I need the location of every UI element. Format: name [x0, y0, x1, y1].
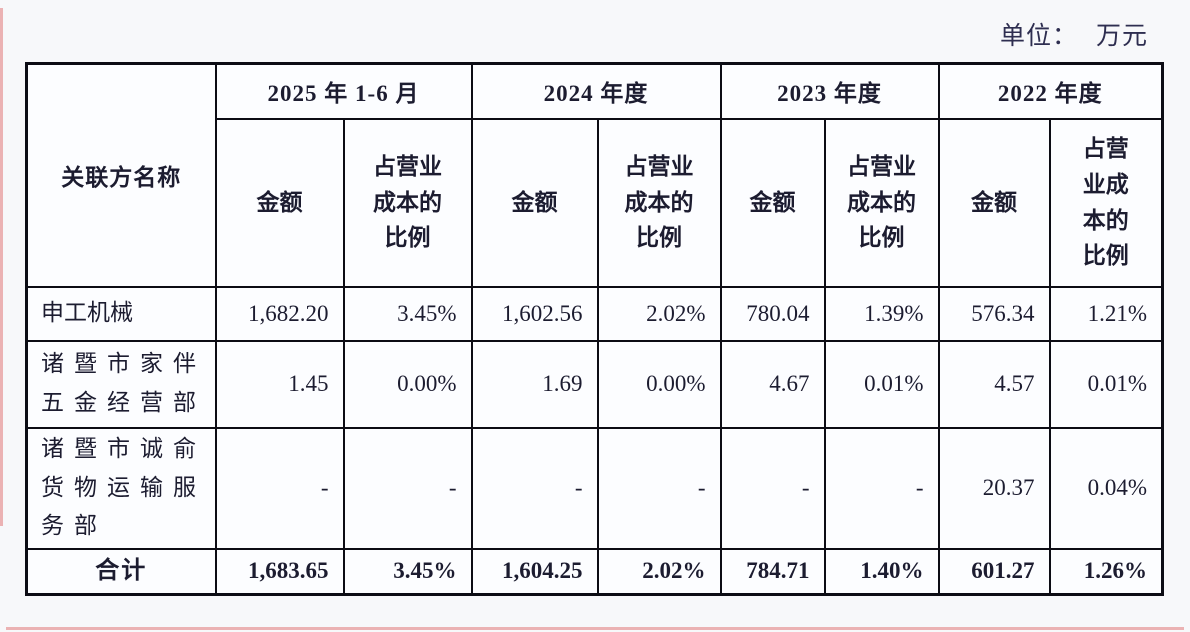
cell-ratio: -: [342, 426, 473, 550]
cell-ratio: -: [823, 426, 940, 550]
cell-amount: 601.27: [937, 547, 1051, 596]
cell-amount: 780.04: [719, 285, 826, 342]
bottom-edge-accent: [6, 627, 1184, 630]
total-row: 合计 1,683.65 3.45% 1,604.25 2.02% 784.71 …: [25, 547, 1164, 596]
cell-amount: 784.71: [719, 547, 826, 596]
unit-note: 单位： 万元: [1000, 16, 1148, 52]
header-ratio-2023: 占营业 成本的 比例: [823, 117, 940, 288]
cell-amount: -: [470, 426, 599, 550]
header-period-2023: 2023 年度: [719, 62, 940, 120]
header-related-party-name: 关联方名称: [25, 62, 217, 288]
table-row: 诸暨市诚俞 货物运输服 务部 - - - - - - 20.37 0.04%: [25, 426, 1164, 550]
unit-value: 万元: [1095, 23, 1148, 50]
cell-ratio: 1.39%: [823, 285, 940, 342]
header-period-2024: 2024 年度: [470, 62, 722, 120]
header-ratio-2025: 占营业 成本的 比例: [342, 117, 473, 288]
row-name: 诸暨市家伴 五金经营部: [25, 339, 217, 429]
table-row: 诸暨市家伴 五金经营部 1.45 0.00% 1.69 0.00% 4.67 0…: [25, 339, 1164, 429]
cell-ratio: 0.01%: [823, 339, 940, 429]
header-amount-2023: 金额: [719, 117, 826, 288]
row-name: 申工机械: [25, 285, 217, 342]
row-name: 诸暨市诚俞 货物运输服 务部: [25, 426, 217, 550]
cell-ratio: 1.21%: [1048, 285, 1164, 342]
cell-amount: 1.45: [214, 339, 345, 429]
header-ratio-2024: 占营业 成本的 比例: [596, 117, 722, 288]
cell-amount: 1,604.25: [470, 547, 599, 596]
cell-amount: 4.57: [937, 339, 1051, 429]
cell-amount: 1,682.20: [214, 285, 345, 342]
cell-ratio: 0.00%: [342, 339, 473, 429]
cell-ratio: 3.45%: [342, 285, 473, 342]
header-ratio-2022: 占营 业成 本的 比例: [1048, 117, 1164, 288]
cell-amount: 20.37: [937, 426, 1051, 550]
cell-ratio: -: [596, 426, 722, 550]
header-period-2022: 2022 年度: [937, 62, 1164, 120]
cell-ratio: 0.01%: [1048, 339, 1164, 429]
total-label: 合计: [25, 547, 217, 596]
header-amount-2022: 金额: [937, 117, 1051, 288]
unit-label: 单位：: [999, 23, 1078, 50]
header-amount-2025: 金额: [214, 117, 345, 288]
cell-ratio: 2.02%: [596, 285, 722, 342]
cell-amount: 576.34: [937, 285, 1051, 342]
related-party-table: 关联方名称 2025 年 1-6 月 2024 年度 2023 年度 2022 …: [25, 62, 1165, 596]
cell-amount: 1.69: [470, 339, 599, 429]
header-period-2025: 2025 年 1-6 月: [214, 62, 473, 120]
left-edge-accent: [0, 8, 3, 526]
cell-ratio: 1.40%: [823, 547, 940, 596]
cell-amount: -: [214, 426, 345, 550]
cell-ratio: 1.26%: [1048, 547, 1164, 596]
cell-amount: 1,683.65: [214, 547, 345, 596]
cell-ratio: 2.02%: [596, 547, 722, 596]
cell-ratio: 0.00%: [596, 339, 722, 429]
cell-ratio: 3.45%: [342, 547, 473, 596]
cell-amount: 1,602.56: [470, 285, 599, 342]
cell-amount: 4.67: [719, 339, 826, 429]
cell-amount: -: [719, 426, 826, 550]
header-amount-2024: 金额: [470, 117, 599, 288]
cell-ratio: 0.04%: [1048, 426, 1164, 550]
table-row: 申工机械 1,682.20 3.45% 1,602.56 2.02% 780.0…: [25, 285, 1164, 342]
